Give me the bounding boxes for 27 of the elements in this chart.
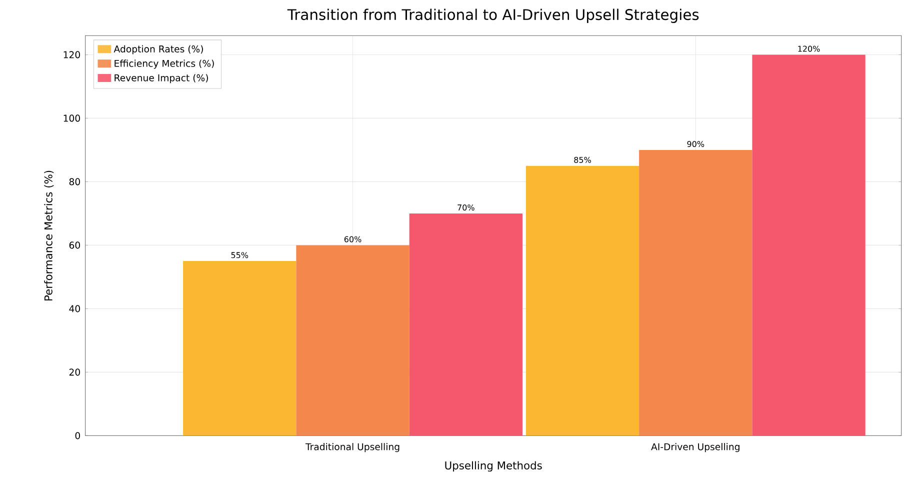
bar [526, 166, 640, 436]
y-tick-label: 120 [64, 51, 80, 58]
data-label: 85% [574, 156, 591, 163]
bar [183, 261, 296, 436]
bar [409, 213, 522, 436]
y-tick-label: 100 [64, 114, 80, 122]
bar [296, 245, 410, 436]
data-label: 90% [687, 140, 704, 148]
legend-label: Revenue Impact (%) [114, 74, 208, 84]
data-label: 60% [344, 236, 362, 242]
x-tick-label: Traditional Upselling [305, 443, 400, 452]
data-label: 70% [458, 204, 474, 210]
x-tick-label: AI-Driven Upselling [651, 443, 740, 452]
legend-label: Efficiency Metrics (%) [114, 60, 214, 69]
y-tick-label: 60 [69, 242, 80, 249]
data-label: 120% [798, 46, 820, 52]
y-tick-label: 20 [69, 368, 80, 376]
y-tick-label: 80 [69, 178, 80, 186]
y-axis-title: Performance Metrics (%) [44, 170, 54, 300]
bar [752, 54, 866, 436]
bar [639, 150, 752, 436]
legend-label: Adoption Rates (%) [114, 45, 203, 54]
chart-title: Transition from Traditional to AI-Driven Upsell Strategies [287, 8, 699, 23]
x-axis-title: Upselling Methods [445, 461, 542, 472]
data-label: 55% [231, 252, 248, 258]
y-tick-label: 40 [69, 305, 80, 312]
y-tick-label: 0 [75, 432, 80, 440]
